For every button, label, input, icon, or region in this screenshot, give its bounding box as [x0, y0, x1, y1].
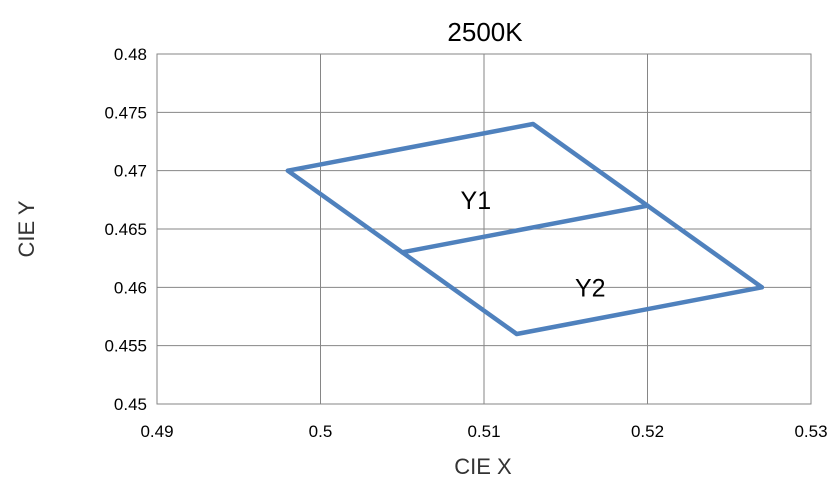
- y-tick-label: 0.465: [104, 220, 147, 239]
- region-label-y1: Y1: [461, 187, 492, 215]
- x-axis-title: CIE X: [454, 454, 512, 479]
- plot-border: [156, 53, 812, 405]
- series-line-2: [400, 203, 650, 255]
- region-label-y2: Y2: [575, 274, 606, 302]
- y-tick-label: 0.48: [114, 45, 147, 64]
- y-tick-label: 0.475: [104, 103, 147, 122]
- x-tick-label: 0.53: [794, 422, 827, 441]
- y-tick-label: 0.455: [104, 337, 147, 356]
- y-tick-labels: 0.45 0.455 0.46 0.465 0.47 0.475 0.48: [104, 45, 147, 414]
- x-tick-label: 0.49: [140, 422, 173, 441]
- annotation-group: Y1 Y2: [461, 187, 606, 303]
- y-tick-label: 0.45: [114, 395, 147, 414]
- x-tick-label: 0.51: [467, 422, 500, 441]
- series-group: [285, 121, 765, 337]
- x-tick-labels: 0.49 0.5 0.51 0.52 0.53: [140, 422, 827, 441]
- y-tick-label: 0.46: [114, 278, 147, 297]
- y-tick-label: 0.47: [114, 162, 147, 181]
- y-axis-title: CIE Y: [14, 200, 39, 257]
- chart-title: 2500K: [447, 17, 523, 47]
- x-tick-label: 0.5: [309, 422, 333, 441]
- x-tick-label: 0.52: [631, 422, 664, 441]
